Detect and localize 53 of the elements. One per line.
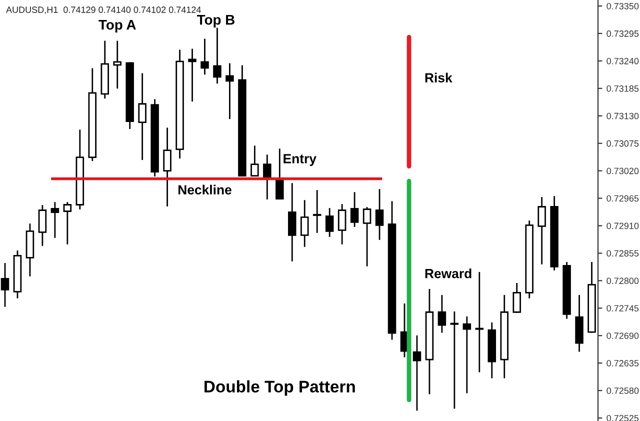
candlestick	[412, 335, 422, 411]
y-tick-label: 0.73295	[606, 30, 639, 37]
candlestick	[276, 148, 284, 200]
candlestick	[38, 205, 47, 246]
candlestick	[538, 197, 546, 264]
candlestick	[63, 202, 72, 244]
candlestick	[325, 208, 334, 237]
y-tick-label: 0.73075	[606, 140, 639, 147]
ref-line-label: Neckline	[178, 184, 232, 194]
candlestick	[0, 262, 10, 307]
y-tick-label: 0.72800	[606, 278, 639, 284]
y-tick-label: 0.72855	[606, 250, 639, 257]
annotation: Entry	[284, 154, 316, 166]
candlestick	[375, 189, 384, 240]
annotation: Double Top Pattern	[204, 380, 355, 396]
candlestick	[312, 190, 322, 233]
y-tick-label: 0.73240	[606, 58, 639, 64]
candlestick	[438, 294, 446, 333]
annotation: Top B	[196, 15, 235, 28]
y-tick-label: 0.73130	[606, 112, 639, 120]
candlestick	[362, 207, 372, 266]
candlestick	[338, 204, 346, 244]
candlestick	[50, 202, 60, 238]
candlestick	[462, 316, 472, 394]
candlestick	[226, 63, 234, 120]
y-tick-label: 0.72525	[606, 414, 639, 421]
candlestick	[350, 192, 359, 227]
annotation: Risk	[425, 72, 452, 82]
y-tick-label: 0.73020	[606, 168, 639, 174]
text: AUDUSD,H1 0.74129 0.74140 0.74102 0.74124	[6, 6, 201, 14]
y-tick-label: 0.73185	[606, 85, 639, 92]
candlestick	[113, 40, 122, 89]
candlestick	[188, 48, 196, 102]
candlestick	[250, 146, 259, 176]
y-tick-label: 0.73350	[606, 2, 639, 10]
candlestick	[163, 128, 172, 206]
y-tick-label: 0.72745	[606, 305, 639, 312]
annotation: Reward	[425, 268, 472, 278]
candlestick	[138, 73, 146, 160]
candlestick	[450, 311, 459, 409]
candlestick	[263, 154, 272, 200]
candlestick	[213, 28, 222, 84]
annotation: Top A	[98, 20, 136, 32]
candlestick	[512, 282, 521, 313]
y-tick-label: 0.72965	[606, 195, 639, 202]
y-tick-label: 0.72690	[606, 332, 639, 339]
candlestick	[475, 272, 484, 372]
y-tick-label: 0.72910	[606, 222, 639, 230]
candlestick	[200, 38, 209, 75]
y-tick-label: 0.72580	[606, 388, 639, 394]
candlestick	[288, 183, 296, 262]
candlestick	[300, 200, 309, 247]
y-tick-label: 0.72635	[606, 360, 639, 366]
